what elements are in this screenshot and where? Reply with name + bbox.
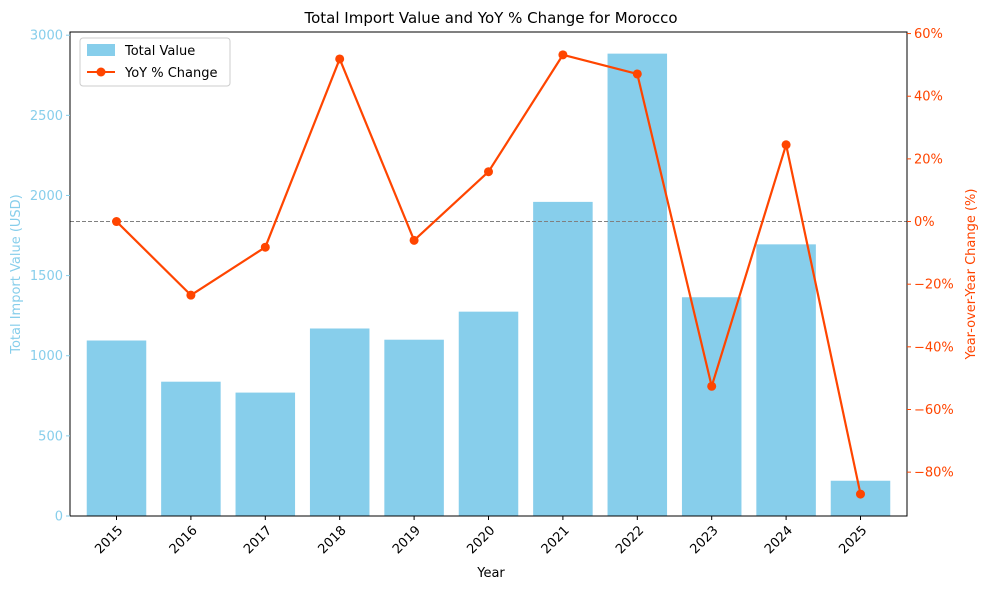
legend-label-yoy-change: YoY % Change [124, 66, 218, 81]
x-tick-label-2018: 2018 [316, 523, 350, 557]
y-tick-label-left: 1500 [30, 269, 63, 284]
y-tick-label-right: −20% [914, 278, 954, 293]
x-tick-label-2016: 2016 [167, 523, 201, 557]
bar-2019 [384, 339, 444, 516]
chart-title: Total Import Value and YoY % Change for … [304, 9, 678, 27]
bar-2024 [756, 244, 816, 516]
yoy-point-2025 [856, 489, 865, 499]
y-tick-label-right: −40% [914, 340, 954, 355]
yoy-point-2016 [186, 290, 196, 300]
y-tick-label-right: −80% [914, 466, 954, 481]
yoy-point-2018 [335, 54, 345, 64]
legend-frame [79, 37, 231, 87]
yoy-point-2020 [484, 167, 493, 177]
legend: Total Value YoY % Change [79, 37, 231, 87]
x-axis-label: Year [476, 566, 505, 581]
legend-swatch-total-value [87, 44, 115, 56]
yoy-point-2021 [558, 50, 568, 60]
y-axis-label-left: Total Import Value (USD) [9, 194, 24, 355]
x-tick-label-2017: 2017 [241, 523, 275, 557]
yoy-point-2023 [707, 381, 717, 391]
y-tick-label-left: 2000 [30, 189, 63, 204]
y-tick-label-left: 1000 [30, 349, 63, 364]
plot-area [70, 50, 907, 516]
y-tick-label-left: 0 [55, 510, 63, 525]
x-tick-label-2025: 2025 [836, 523, 870, 557]
y-tick-label-left: 500 [38, 429, 63, 444]
yoy-point-2017 [260, 242, 270, 252]
yoy-point-2022 [632, 69, 642, 79]
y-tick-label-left: 3000 [30, 29, 63, 44]
bar-2020 [458, 311, 519, 516]
y-tick-label-right: 40% [914, 90, 943, 105]
yoy-point-2024 [781, 140, 791, 150]
legend-swatch-yoy-marker [96, 67, 106, 77]
yoy-point-2015 [112, 217, 121, 227]
y-tick-label-right: −60% [914, 403, 954, 418]
bar-2023 [681, 297, 742, 516]
bar-2021 [533, 201, 593, 516]
y-tick-label-right: 0% [914, 215, 935, 230]
bar-2016 [161, 381, 221, 516]
x-tick-label-2022: 2022 [613, 523, 647, 557]
x-tick-label-2020: 2020 [464, 523, 498, 557]
y-axis-label-right: Year-over-Year Change (%) [964, 189, 979, 361]
y-tick-label-left: 2500 [30, 109, 63, 124]
x-tick-label-2021: 2021 [539, 523, 573, 557]
x-tick-label-2015: 2015 [92, 523, 126, 557]
y-tick-label-right: 60% [914, 27, 943, 42]
x-tick-label-2024: 2024 [762, 523, 796, 557]
legend-label-total-value: Total Value [124, 44, 195, 59]
bar-2015 [86, 340, 147, 516]
bar-2022 [607, 53, 668, 516]
x-tick-label-2023: 2023 [688, 523, 722, 557]
y-tick-label-right: 20% [914, 152, 943, 167]
bar-2018 [309, 328, 370, 516]
bar-2017 [235, 392, 296, 516]
yoy-point-2019 [409, 235, 419, 245]
x-tick-label-2019: 2019 [390, 523, 424, 557]
